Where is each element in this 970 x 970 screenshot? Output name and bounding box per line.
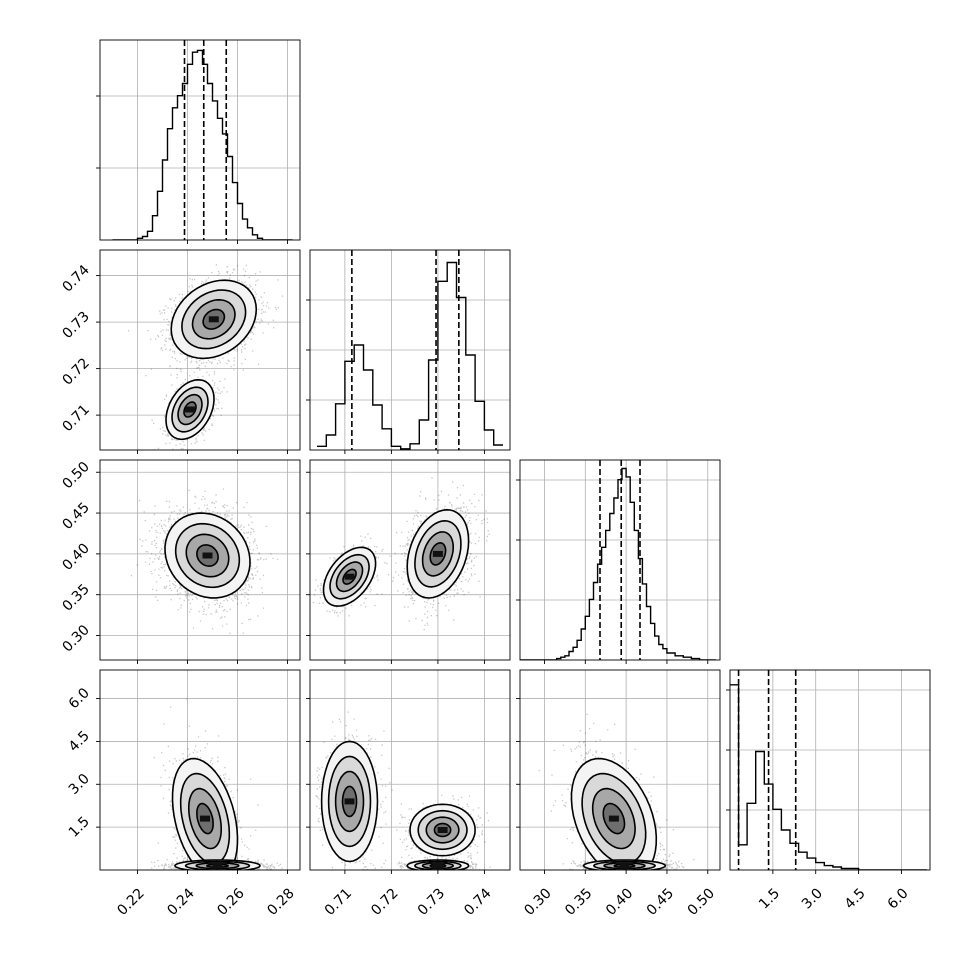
- panel-hist-2: [516, 459, 721, 661]
- panel-frame-hist-3: [729, 669, 931, 871]
- x-tick-label-1-3: 0.74: [461, 885, 494, 918]
- panel-scatter-1-2: [309, 459, 511, 661]
- panel-frame-scatter-0-3: [99, 669, 301, 871]
- histogram-step-0: [112, 49, 293, 240]
- panel-scatter-1-3: [309, 669, 511, 871]
- panel-scatter-0-2: [99, 459, 301, 661]
- x-tick-label-2-2: 0.40: [603, 885, 636, 918]
- panel-content-scatter-1-2: [310, 460, 510, 660]
- density-peak-1: [185, 406, 195, 413]
- density-peak-1: [619, 862, 630, 869]
- panel-hist-3: [726, 669, 931, 871]
- panel-frame-scatter-1-2: [309, 459, 511, 661]
- panel-content-hist-2: [520, 460, 720, 660]
- y-tick-label-1-0: 0.71: [59, 402, 92, 435]
- y-tick-label-1-3: 0.74: [59, 262, 92, 295]
- density-peak-2: [432, 862, 443, 869]
- histogram-step-3: [730, 684, 928, 870]
- panel-frame-hist-0: [99, 39, 301, 241]
- density-peak-1: [212, 862, 223, 869]
- panel-frame-scatter-0-2: [99, 459, 301, 661]
- density-peak-0: [208, 316, 219, 323]
- panel-frame-scatter-0-1: [99, 249, 301, 451]
- panel-frame-scatter-1-3: [309, 669, 511, 871]
- panel-content-scatter-0-3: [100, 670, 300, 870]
- y-tick-label-3-2: 4.5: [66, 728, 93, 755]
- panel-hist-0: [96, 39, 301, 241]
- panel-hist-1: [306, 249, 511, 451]
- panel-content-scatter-0-2: [100, 460, 300, 660]
- panel-content-scatter-2-3: [520, 670, 720, 870]
- x-tick-label-0-2: 0.26: [214, 885, 247, 918]
- y-tick-label-2-0: 0.30: [59, 622, 92, 655]
- y-tick-label-2-4: 0.50: [59, 459, 92, 492]
- x-tick-label-2-3: 0.45: [644, 885, 677, 918]
- density-peak-0: [432, 550, 443, 557]
- histogram-step-1: [317, 261, 503, 450]
- x-tick-label-1-2: 0.73: [415, 885, 448, 918]
- panel-frame-hist-1: [309, 249, 511, 451]
- x-tick-label-1-1: 0.72: [368, 885, 401, 918]
- panel-content-scatter-0-1: [100, 250, 300, 450]
- density-peak-1: [344, 573, 355, 580]
- density-peak-0: [200, 815, 210, 822]
- histogram-step-2: [520, 467, 716, 660]
- y-tick-label-3-0: 1.5: [66, 814, 93, 841]
- density-peak-0: [608, 815, 619, 822]
- x-tick-label-1-0: 0.71: [322, 885, 355, 918]
- y-tick-label-3-1: 3.0: [66, 771, 93, 798]
- x-tick-label-3-2: 4.5: [842, 885, 869, 912]
- panel-scatter-0-1: [99, 249, 301, 451]
- x-tick-label-3-3: 6.0: [885, 885, 912, 912]
- x-tick-label-2-0: 0.30: [521, 885, 554, 918]
- x-tick-label-2-4: 0.50: [685, 885, 718, 918]
- y-tick-label-1-2: 0.73: [59, 309, 92, 342]
- panel-content-hist-0: [100, 40, 300, 240]
- y-tick-label-3-3: 6.0: [66, 685, 93, 712]
- x-tick-label-2-1: 0.35: [562, 885, 595, 918]
- y-tick-label-1-1: 0.72: [59, 355, 92, 388]
- y-tick-label-2-2: 0.40: [59, 540, 92, 573]
- x-tick-label-0-0: 0.22: [114, 885, 147, 918]
- density-peak-0: [344, 798, 355, 805]
- x-tick-label-0-3: 0.28: [264, 885, 297, 918]
- panel-scatter-0-3: [99, 669, 301, 871]
- x-tick-label-0-1: 0.24: [164, 885, 197, 918]
- panel-scatter-2-3: [519, 669, 721, 871]
- panel-content-hist-3: [730, 670, 930, 870]
- panel-frame-hist-2: [519, 459, 721, 661]
- panel-frame-scatter-2-3: [519, 669, 721, 871]
- panel-content-hist-1: [310, 250, 510, 450]
- panel-content-scatter-1-3: [310, 670, 510, 870]
- y-tick-label-2-1: 0.35: [59, 581, 92, 614]
- density-peak-0: [202, 552, 213, 559]
- x-tick-label-3-0: 1.5: [756, 885, 783, 912]
- y-tick-label-2-3: 0.45: [59, 500, 92, 533]
- x-tick-label-3-1: 3.0: [799, 885, 826, 912]
- density-peak-1: [437, 827, 448, 833]
